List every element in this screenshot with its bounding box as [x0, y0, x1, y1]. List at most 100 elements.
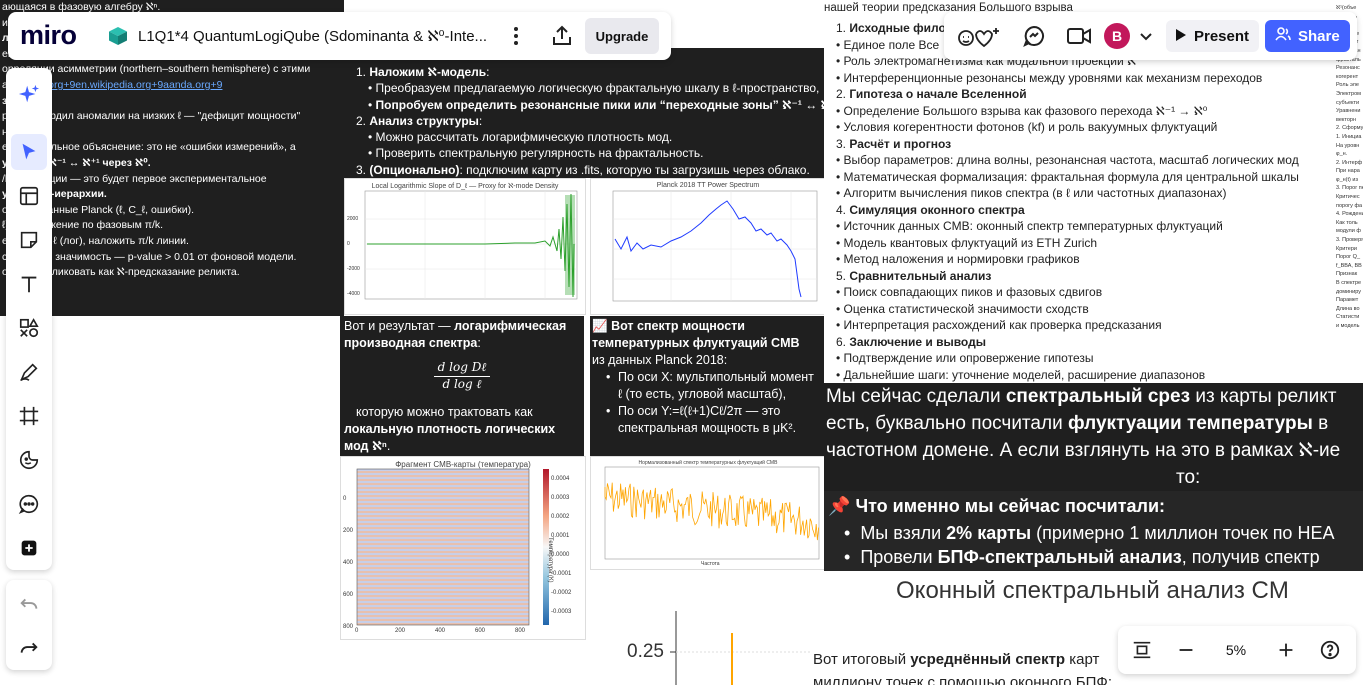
share-label: Share — [1298, 27, 1340, 45]
slice-line-4: то: — [1176, 467, 1201, 488]
plan-bullet: Интерференционные резонансы между уровня… — [843, 70, 1263, 85]
add-more-icon[interactable] — [11, 530, 47, 566]
spectral-slice-card[interactable]: Мы сейчас сделали спектральный срез из к… — [824, 383, 1363, 571]
plan-item: • Метод наложения и нормировки графиков — [836, 251, 1299, 268]
cmb-map-heatmap[interactable]: Фрагмент CMB-карты (температура) 0 200 400… — [340, 456, 586, 640]
plan-bullet: Выбор параметров: длина волны, резонансн… — [843, 153, 1299, 167]
analysis-steps-card[interactable]: 1. Наложим ℵ-модель: • Преобразуем предла… — [344, 48, 824, 178]
deriv-intro: Вот и результат — — [344, 319, 455, 333]
step-title: (Опционально) — [369, 162, 460, 177]
analysis-step-item: 3. (Опционально): подключим карту из .fi… — [356, 162, 824, 178]
text-tool-icon[interactable] — [11, 266, 47, 302]
reactions-icon[interactable] — [956, 22, 1002, 50]
more-options-icon[interactable] — [506, 24, 526, 48]
step-number: 2. — [356, 113, 370, 128]
zoom-in-icon[interactable] — [1268, 632, 1304, 668]
plan-item: • Дальнейшие шаги: уточнение моделей, ра… — [836, 367, 1299, 384]
left-card-line: орреляции асимметрии (northern–southern … — [2, 63, 311, 76]
undo-icon[interactable] — [11, 586, 47, 622]
analysis-step-item: • Можно рассчитать логарифмическую плотн… — [356, 129, 824, 145]
right-edge-line: 2. Интерф — [1336, 159, 1363, 166]
stickers-icon[interactable] — [11, 442, 47, 478]
step-bullet: Попробуем определить резонансные пики ил… — [375, 97, 824, 112]
deriv-formula: d log Dℓ d log ℓ — [434, 360, 490, 392]
right-edge-line: Порог Q_ — [1336, 254, 1361, 261]
heatmap-xtick: 200 — [395, 628, 406, 634]
window-plot-title: Оконный спектральный анализ CM — [896, 577, 1289, 604]
avg-line-2: миллиону точек с помощью оконного БПФ: — [813, 674, 1113, 685]
slope-plot[interactable]: Local Logarithmic Slope of D_ℓ — Proxy f… — [344, 178, 586, 315]
fit-screen-icon[interactable] — [1124, 632, 1160, 668]
noise-plot-svg — [604, 466, 820, 560]
plan-header: нашей теории предсказания Большого взрыв… — [824, 2, 1073, 14]
plan-item: • Оценка статистической значимости сходс… — [836, 301, 1299, 318]
ai-sparkle-icon[interactable] — [11, 76, 47, 112]
slope-plot-ytick: 0 — [347, 241, 350, 247]
bullet-dot: • — [368, 97, 376, 112]
plan-item: 4. Симуляция оконного спектра — [836, 202, 1299, 219]
bullet-dot: • — [836, 318, 844, 332]
planck-spectrum-plot[interactable]: Planck 2018 TT Power Spectrum — [590, 178, 826, 315]
comment-tool-icon[interactable] — [11, 486, 47, 522]
present-label: Present — [1194, 27, 1250, 45]
pen-icon[interactable] — [11, 354, 47, 390]
heatmap-cbar-tick: 0.0003 — [551, 495, 570, 501]
plan-item: 5. Сравнительный анализ — [836, 268, 1299, 285]
user-avatar[interactable]: B — [1104, 23, 1130, 49]
share-export-icon[interactable] — [550, 24, 574, 48]
right-edge-lines: ℵ¹(объеУровеньℵ⁺¹ (выИнтерфеМатематПрост… — [1336, 4, 1363, 331]
noise-xlabel: Частота — [701, 561, 720, 567]
slope-plot-ytick: -2000 — [347, 266, 360, 272]
tools-toolbar — [6, 68, 52, 570]
right-edge-line: модули ф — [1336, 228, 1361, 235]
shapes-icon[interactable] — [11, 310, 47, 346]
heatmap-cbar-label: Температура (К) — [547, 537, 553, 583]
sticky-note-icon[interactable] — [11, 222, 47, 258]
right-edge-line: Статисти — [1336, 314, 1360, 321]
log-derivative-card[interactable]: Вот и результат — логарифмическая произв… — [340, 316, 584, 456]
video-call-icon[interactable] — [1066, 24, 1092, 48]
plan-item: • Выбор параметров: длина волны, резонан… — [836, 152, 1299, 169]
left-card-line: /k-модуляции — это будет первое эксперим… — [2, 172, 267, 185]
right-edge-line: субъекти — [1336, 99, 1360, 106]
comments-icon[interactable] — [1022, 24, 1046, 48]
right-edge-card[interactable]: ℵ¹(объеУровеньℵ⁺¹ (выИнтерфеМатематПрост… — [1336, 0, 1363, 383]
plan-bullet: Единое поле Все — [843, 37, 940, 52]
cmb-bold2: температурных флуктуаций CMB — [592, 336, 800, 350]
plan-item: • Условия когерентности фотонов (kf) и р… — [836, 119, 1299, 136]
collab-bar: B Present Share — [944, 12, 1357, 60]
heatmap-title: Фрагмент CMB-карты (температура) — [395, 460, 531, 469]
slice-question: 📌 Что именно мы сейчас посчитали: — [828, 496, 1166, 516]
bullet-dot: • — [368, 81, 376, 96]
templates-icon[interactable] — [11, 178, 47, 214]
help-icon[interactable] — [1312, 632, 1348, 668]
board-title[interactable]: L1Q1*4 QuantumLogiQube (Sdominanta & ℵ⁰-… — [138, 28, 488, 45]
upgrade-button[interactable]: Upgrade — [585, 18, 659, 54]
heatmap-xtick: 600 — [475, 628, 486, 634]
step-bullet: Проверить спектральную регулярность на ф… — [375, 146, 704, 161]
normalized-spectrum-plot[interactable]: Нормализованный спектр температурных флу… — [590, 456, 826, 570]
left-card-links[interactable]: arxiv.org+9en.wikipedia.org+9aanda.org+9 — [20, 78, 223, 91]
zoom-level[interactable]: 5% — [1225, 642, 1247, 658]
plan-bullet: Алгоритм вычисления пиков спектра (в ℓ и… — [843, 186, 1227, 200]
avg-line: Вот итоговый усреднённый спектр карт — [813, 651, 1100, 668]
cmb-spectrum-card[interactable]: 📈 Вот спектр мощности температурных флук… — [590, 316, 824, 456]
heatmap-ytick: 400 — [343, 560, 354, 566]
heatmap-cbar-tick: 0.0001 — [551, 533, 570, 539]
right-edge-line: доминиру — [1336, 288, 1361, 295]
share-button[interactable]: Share — [1265, 20, 1350, 52]
left-card-line: ет фрактальное объяснение: это не «ошибк… — [2, 141, 296, 154]
cmb-bullet: По оси X: мультипольный момент — [606, 369, 822, 386]
pin-icon: 📈 — [592, 319, 608, 333]
right-edge-line: При нара — [1336, 168, 1360, 175]
plan-card[interactable]: нашей теории предсказания Большого взрыв… — [824, 0, 1336, 383]
right-edge-line: Как толь — [1336, 219, 1358, 226]
miro-logo[interactable]: miro — [20, 20, 77, 50]
bullet-dot: • — [836, 186, 844, 200]
frame-icon[interactable] — [11, 398, 47, 434]
redo-icon[interactable] — [11, 630, 47, 666]
chevron-down-icon[interactable] — [1138, 28, 1154, 44]
select-cursor-icon[interactable] — [11, 134, 47, 170]
present-button[interactable]: Present — [1166, 20, 1260, 52]
zoom-out-icon[interactable] — [1168, 632, 1204, 668]
